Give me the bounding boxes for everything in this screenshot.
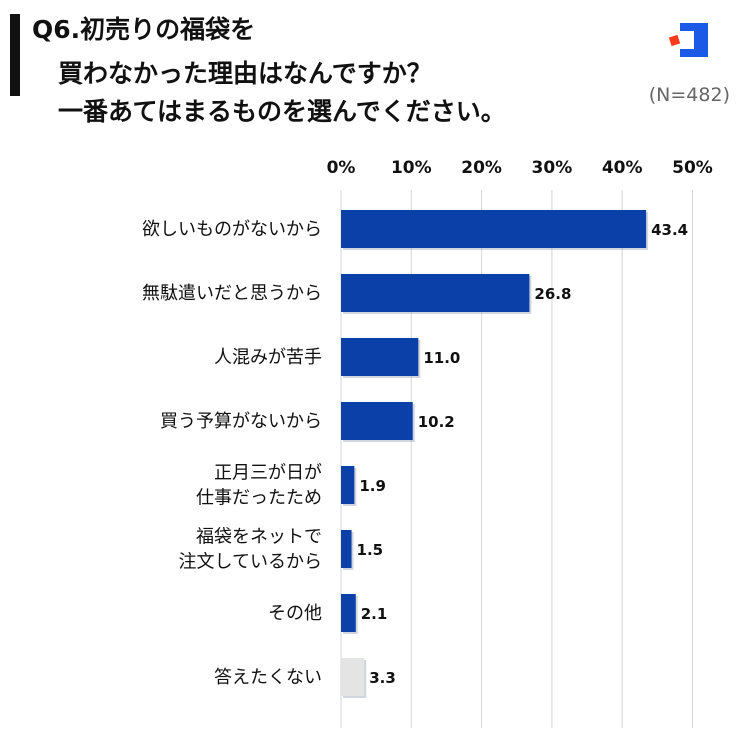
category-label: 正月三が日が	[214, 463, 322, 484]
bar-value-label: 1.5	[357, 541, 384, 559]
grid-lines	[340, 190, 693, 728]
bars	[341, 210, 649, 698]
bar	[341, 658, 365, 696]
bar-value-label: 26.8	[534, 285, 571, 303]
bar	[341, 530, 352, 568]
category-label: 無駄遣いだと思うから	[142, 283, 322, 304]
bar-value-label: 3.3	[369, 669, 396, 687]
chart-title-line-3: 一番あてはまるものを選んでください。	[58, 97, 506, 126]
category-label: 仕事だったため	[196, 488, 322, 509]
x-tick-label: 30%	[532, 158, 573, 178]
category-label: 答えたくない	[214, 667, 322, 688]
value-labels: 43.4 26.8 11.0 10.2 1.9 1.5 2.1 3.3	[357, 221, 689, 687]
bar-value-label: 1.9	[359, 477, 386, 495]
x-axis-ticks: 0% 10% 20% 30% 40% 50%	[327, 158, 713, 178]
chart-title-line-2: 買わなかった理由はなんですか？	[58, 59, 432, 88]
bar	[341, 466, 355, 504]
x-tick-label: 0%	[327, 158, 356, 178]
category-label: その他	[268, 603, 322, 624]
bar-value-label: 43.4	[651, 221, 688, 239]
category-label: 欲しいものがないから	[142, 219, 322, 240]
bar	[341, 402, 413, 440]
bar	[341, 594, 356, 632]
category-label: 人混みが苦手	[214, 347, 322, 368]
bar-value-label: 11.0	[423, 349, 460, 367]
bar	[341, 338, 419, 376]
x-tick-label: 20%	[461, 158, 502, 178]
category-label: 買う予算がないから	[160, 411, 322, 432]
x-tick-label: 10%	[391, 158, 432, 178]
category-labels: 欲しいものがないから無駄遣いだと思うから人混みが苦手買う予算がないから正月三が日…	[142, 219, 322, 688]
logo-blue-shape	[680, 23, 708, 57]
bar-value-label: 10.2	[418, 413, 455, 431]
category-label: 福袋をネットで	[196, 527, 322, 548]
sample-size-label: (N=482)	[648, 84, 730, 106]
bar	[341, 210, 647, 248]
bar-value-label: 2.1	[361, 605, 388, 623]
bar	[341, 274, 530, 312]
brand-logo-icon	[668, 23, 708, 57]
chart-title-line-1: Q6.初売りの福袋を	[32, 15, 256, 44]
x-tick-label: 40%	[602, 158, 643, 178]
title-accent-bar	[10, 14, 20, 96]
x-tick-label: 50%	[672, 158, 713, 178]
logo-red-square	[668, 34, 681, 47]
category-label: 注文しているから	[179, 552, 322, 573]
